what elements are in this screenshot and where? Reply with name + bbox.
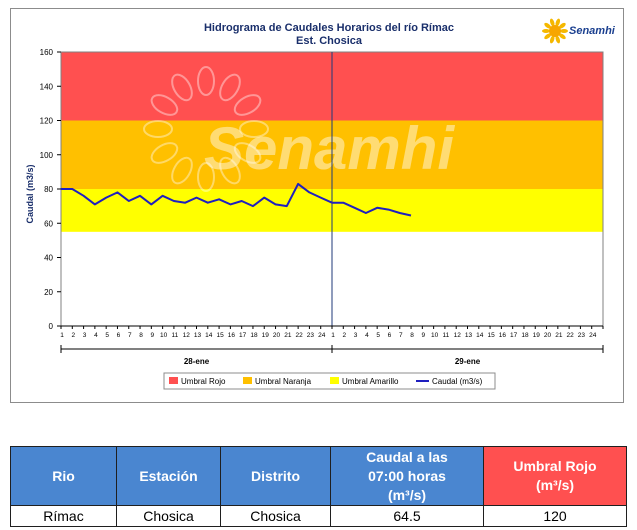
header-caudal-line2: 07:00 horas (368, 467, 446, 484)
x-tick-label-40: 17 (510, 332, 518, 339)
series-line-caudal (61, 182, 412, 217)
senamhi-logo-icon (542, 18, 568, 44)
header-caudal: Caudal a las 07:00 horas (m³/s) (330, 446, 484, 506)
y-tick-label-7: 140 (40, 82, 54, 91)
summary-table: Rio Estación Distrito Caudal a las 07:00… (10, 446, 627, 527)
x-tick-label-26: 3 (354, 332, 358, 339)
y-tick-label-6: 120 (40, 117, 54, 126)
legend-label-2: Umbral Amarillo (342, 377, 399, 386)
legend-label-0: Umbral Rojo (181, 377, 226, 386)
x-tick-label-35: 12 (454, 332, 462, 339)
legend-swatch-2 (330, 377, 339, 384)
x-tick-label-15: 16 (228, 332, 236, 339)
legend-swatch-1 (243, 377, 252, 384)
header-estacion: Estación (116, 446, 221, 506)
x-tick-label-18: 19 (262, 332, 270, 339)
x-tick-label-24: 1 (331, 332, 335, 339)
day-label-0: 28-ene (184, 357, 210, 366)
hydrograph-chart: Senamhi 0 20 40 60 80 100 120 140 160 Caudal (m3/s… (10, 8, 624, 403)
legend-label-1: Umbral Naranja (255, 377, 312, 386)
x-tick-label-42: 19 (533, 332, 541, 339)
x-tick-label-22: 23 (307, 332, 315, 339)
x-tick-label-36: 13 (465, 332, 473, 339)
x-tick-label-29: 6 (388, 332, 392, 339)
x-tick-label-30: 7 (399, 332, 403, 339)
header-caudal-line3: (m³/s) (387, 486, 427, 503)
header-umbral-line1: Umbral Rojo (513, 458, 597, 474)
x-tick-label-17: 18 (250, 332, 258, 339)
x-tick-label-27: 4 (365, 332, 369, 339)
x-tick-label-46: 23 (578, 332, 586, 339)
watermark-text: Senamhi (204, 115, 455, 182)
y-tick-label-5: 100 (40, 151, 54, 160)
legend-swatch-0 (169, 377, 178, 384)
cell-umbral-rojo: 120 (483, 505, 627, 527)
x-tick-label-20: 21 (284, 332, 292, 339)
x-tick-label-44: 21 (555, 332, 563, 339)
x-tick-label-25: 2 (342, 332, 346, 339)
cell-rio: Rímac (10, 505, 117, 527)
x-tick-label-21: 22 (296, 332, 304, 339)
x-tick-label-1: 2 (71, 332, 75, 339)
x-tick-label-12: 13 (194, 332, 202, 339)
table-header-row: Rio Estación Distrito Caudal a las 07:00… (10, 446, 627, 506)
day-label-1: 29-ene (455, 357, 481, 366)
x-tick-label-45: 22 (567, 332, 575, 339)
x-tick-label-0: 1 (60, 332, 64, 339)
x-tick-label-8: 9 (151, 332, 155, 339)
x-tick-label-39: 16 (499, 332, 507, 339)
x-tick-label-38: 15 (487, 332, 495, 339)
x-tick-label-31: 8 (410, 332, 414, 339)
x-tick-label-43: 20 (544, 332, 552, 339)
header-caudal-line1: Caudal a las (366, 448, 448, 465)
x-tick-label-10: 11 (172, 332, 179, 339)
x-tick-label-2: 3 (83, 332, 87, 339)
x-tick-label-37: 14 (476, 332, 484, 339)
y-tick-label-0: 0 (49, 322, 54, 331)
watermark-sun-icon (143, 66, 269, 192)
logo-text: Senamhi (569, 25, 616, 37)
x-tick-label-7: 8 (139, 332, 143, 339)
x-tick-label-4: 5 (105, 332, 109, 339)
y-tick-label-2: 40 (44, 254, 53, 263)
x-tick-label-33: 10 (431, 332, 439, 339)
x-tick-label-23: 24 (318, 332, 326, 339)
cell-estacion: Chosica (116, 505, 221, 527)
x-tick-label-11: 12 (183, 332, 191, 339)
cell-distrito: Chosica (220, 505, 331, 527)
chart-title: Hidrograma de Caudales Horarios del río … (204, 22, 454, 34)
x-tick-label-6: 7 (128, 332, 132, 339)
header-distrito: Distrito (220, 446, 331, 506)
cell-caudal: 64.5 (330, 505, 484, 527)
header-umbral-rojo: Umbral Rojo (m³/s) (483, 446, 627, 506)
x-tick-label-32: 9 (422, 332, 426, 339)
x-tick-label-41: 18 (521, 332, 529, 339)
x-tick-label-3: 4 (94, 332, 98, 339)
header-rio: Rio (10, 446, 117, 506)
chart-subtitle: Est. Chosica (296, 35, 363, 47)
x-tick-label-9: 10 (160, 332, 168, 339)
y-tick-label-1: 20 (44, 288, 53, 297)
y-axis-label: Caudal (m3/s) (25, 164, 35, 223)
header-umbral-line2: (m³/s) (535, 477, 575, 493)
x-tick-label-19: 20 (273, 332, 281, 339)
legend-label-3: Caudal (m3/s) (432, 377, 483, 386)
x-tick-label-14: 15 (216, 332, 224, 339)
y-tick-label-4: 80 (44, 185, 53, 194)
y-tick-label-8: 160 (40, 48, 54, 57)
x-tick-label-5: 6 (117, 332, 121, 339)
x-tick-label-47: 24 (589, 332, 597, 339)
x-tick-label-13: 14 (205, 332, 213, 339)
x-tick-label-34: 11 (443, 332, 450, 339)
y-tick-label-3: 60 (44, 219, 53, 228)
x-tick-label-28: 5 (376, 332, 380, 339)
x-tick-label-16: 17 (239, 332, 247, 339)
table-row: Rímac Chosica Chosica 64.5 120 (10, 505, 627, 527)
